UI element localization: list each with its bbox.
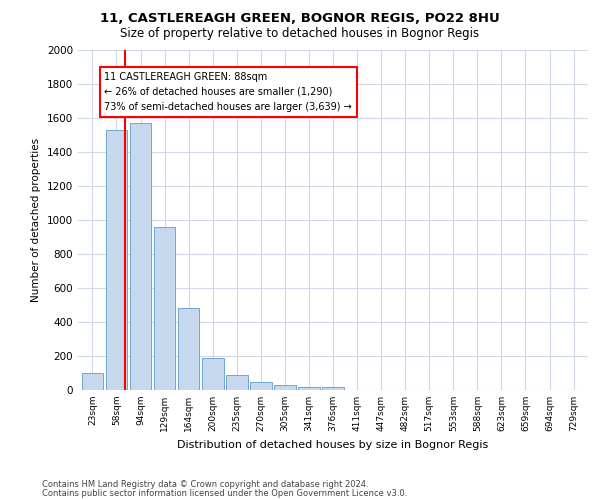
Bar (106, 130, 127, 390)
X-axis label: Distribution of detached houses by size in Bognor Regis: Distribution of detached houses by size … (178, 440, 488, 450)
Text: 11, CASTLEREAGH GREEN, BOGNOR REGIS, PO22 8HU: 11, CASTLEREAGH GREEN, BOGNOR REGIS, PO2… (100, 12, 500, 26)
Text: Contains public sector information licensed under the Open Government Licence v3: Contains public sector information licen… (42, 488, 407, 498)
Bar (226, 374, 248, 390)
Text: Contains HM Land Registry data © Crown copyright and database right 2024.: Contains HM Land Registry data © Crown c… (42, 480, 368, 489)
Bar (274, 385, 296, 390)
Bar (82, 373, 103, 390)
Bar (250, 382, 272, 390)
Text: 11 CASTLEREAGH GREEN: 88sqm
← 26% of detached houses are smaller (1,290)
73% of : 11 CASTLEREAGH GREEN: 88sqm ← 26% of det… (104, 72, 352, 112)
Y-axis label: Number of detached properties: Number of detached properties (31, 138, 41, 302)
Bar (202, 358, 224, 390)
Bar (322, 388, 344, 390)
Bar (154, 227, 175, 390)
Text: Size of property relative to detached houses in Bognor Regis: Size of property relative to detached ho… (121, 28, 479, 40)
Bar (178, 308, 199, 390)
Bar (130, 123, 151, 390)
Bar (298, 386, 320, 390)
